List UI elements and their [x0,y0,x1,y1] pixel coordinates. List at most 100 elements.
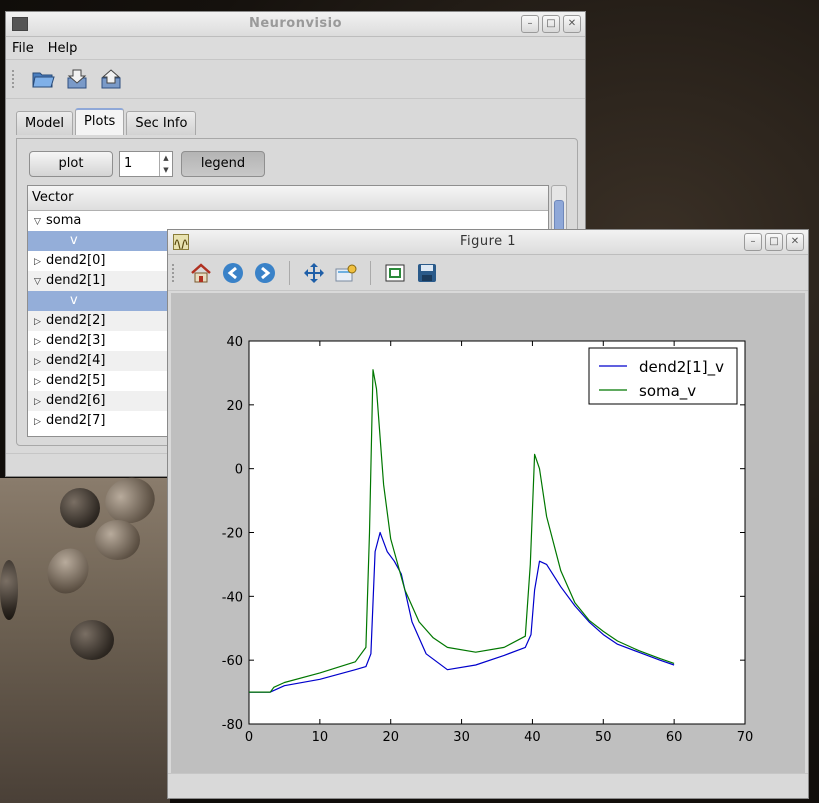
open-folder-icon[interactable] [31,68,55,90]
collapsed-arrow-icon[interactable]: ▷ [34,397,41,407]
forward-arrow-icon[interactable] [253,262,277,284]
y-tick-label: -40 [222,590,243,605]
tab-plots[interactable]: Plots [75,108,125,135]
y-tick-label: -20 [222,527,243,542]
collapsed-arrow-icon[interactable]: ▷ [34,357,41,367]
main-toolbar [6,59,585,99]
tree-row-label: dend2[3] [46,333,106,348]
main-window-title: Neuronvisio [248,16,343,31]
collapsed-arrow-icon[interactable]: ▷ [34,337,41,347]
collapsed-arrow-icon[interactable]: ▷ [34,317,41,327]
legend-button[interactable]: legend [181,151,265,177]
tree-row[interactable]: ▷ dend2[0] [28,251,548,271]
legend: dend2[1]_v soma_v [588,347,738,405]
figure-window-icon [173,234,189,251]
figure-titlebar[interactable]: Figure 1 – □ ✕ [168,230,808,255]
figure-window-title: Figure 1 [459,234,517,249]
x-tick-label: 40 [524,730,541,745]
x-tick-label: 70 [737,730,754,745]
tree-row[interactable]: ▷ dend2[3] [28,331,548,351]
maximize-button[interactable]: □ [542,15,560,33]
line-chart[interactable]: 0 10 20 30 40 50 60 70 -80 -60 -40 -20 0 20 40 dend2[… [171,293,805,773]
tree-row[interactable]: ▷ dend2[5] [28,371,548,391]
series-line-0 [249,531,675,693]
figure-number-spinbox[interactable]: 1 ▲ ▼ [119,151,173,177]
spin-arrows[interactable]: ▲ ▼ [159,152,172,176]
plot-button[interactable]: plot [29,151,113,177]
pan-icon[interactable] [302,262,326,284]
wallpaper-pebble [0,560,18,620]
spin-down-icon[interactable]: ▼ [163,166,169,174]
subplots-icon[interactable] [383,262,407,284]
minimize-button[interactable]: – [521,15,539,33]
x-tick-label: 50 [595,730,612,745]
tree-row-label: dend2[4] [46,353,106,368]
collapsed-arrow-icon[interactable]: ▷ [34,417,41,427]
toolbar-separator [370,260,371,285]
save-icon[interactable] [99,68,123,90]
zoom-icon[interactable] [334,262,358,284]
figure-toolbar [168,255,808,291]
wallpaper-pebble [60,488,100,528]
tab-sec-info[interactable]: Sec Info [126,111,197,135]
figure-window: Figure 1 – □ ✕ [167,229,809,799]
tree-row-label: dend2[0] [46,253,106,268]
tab-model[interactable]: Model [16,111,74,135]
tree-row-label: dend2[7] [46,413,106,428]
series-line-1 [249,369,675,693]
y-tick-label: -60 [222,654,243,669]
figure-minimize-button[interactable]: – [744,233,762,251]
figure-maximize-button[interactable]: □ [765,233,783,251]
figure-statusbar [168,773,808,798]
wallpaper-pebble [70,620,114,660]
x-tick-label: 0 [245,730,253,745]
tree-row-label: dend2[6] [46,393,106,408]
main-titlebar[interactable]: Neuronvisio – □ ✕ [6,12,585,37]
x-tick-label: 30 [453,730,470,745]
x-tick-label: 20 [382,730,399,745]
tree-row[interactable]: ▷ dend2[7] [28,411,548,431]
tree-row-label: dend2[2] [46,313,106,328]
legend-box [588,347,738,405]
legend-label: dend2[1]_v [639,358,724,377]
expanded-arrow-icon[interactable]: ▽ [34,277,41,287]
tree-row-label: v [70,233,78,248]
wallpaper-pebble [95,520,140,560]
y-tick-label: 0 [235,463,243,478]
series-lines [249,369,675,693]
plot-area [248,340,746,725]
home-icon[interactable] [189,262,213,284]
tree-row-label: dend2[1] [46,273,106,288]
figure-number-value: 1 [124,156,133,171]
back-arrow-icon[interactable] [221,262,245,284]
y-tick-label: 40 [226,335,243,350]
collapsed-arrow-icon[interactable]: ▷ [34,377,41,387]
menu-file[interactable]: File [12,40,34,56]
tree-row[interactable]: ▽ soma [28,211,548,231]
y-tick-label: -80 [222,718,243,733]
save-figure-icon[interactable] [415,262,439,284]
figure-close-button[interactable]: ✕ [786,233,804,251]
x-tick-label: 60 [666,730,683,745]
legend-label: soma_v [639,382,696,401]
tree-row-label: dend2[5] [46,373,106,388]
collapsed-arrow-icon[interactable]: ▷ [34,257,41,267]
toolbar-grip[interactable] [12,70,17,88]
x-axis: 0 10 20 30 40 50 60 70 [245,341,753,745]
y-tick-label: 20 [226,399,243,414]
tab-bar: Model Plots Sec Info [16,108,197,135]
menu-help[interactable]: Help [47,40,78,56]
figure-canvas[interactable]: 0 10 20 30 40 50 60 70 -80 -60 -40 -20 0 20 40 dend2[… [171,293,805,773]
spin-up-icon[interactable]: ▲ [163,154,169,162]
close-button[interactable]: ✕ [563,15,581,33]
tree-header-vector[interactable]: Vector [28,186,548,211]
window-icon [12,17,28,31]
tree-row-label: v [70,293,78,308]
menubar: File Help [6,37,585,59]
load-icon[interactable] [65,68,89,90]
tree-row-label: soma [46,213,82,228]
y-axis: -80 -60 -40 -20 0 20 40 [222,335,745,733]
expanded-arrow-icon[interactable]: ▽ [34,217,41,227]
figure-toolbar-grip[interactable] [172,263,177,282]
